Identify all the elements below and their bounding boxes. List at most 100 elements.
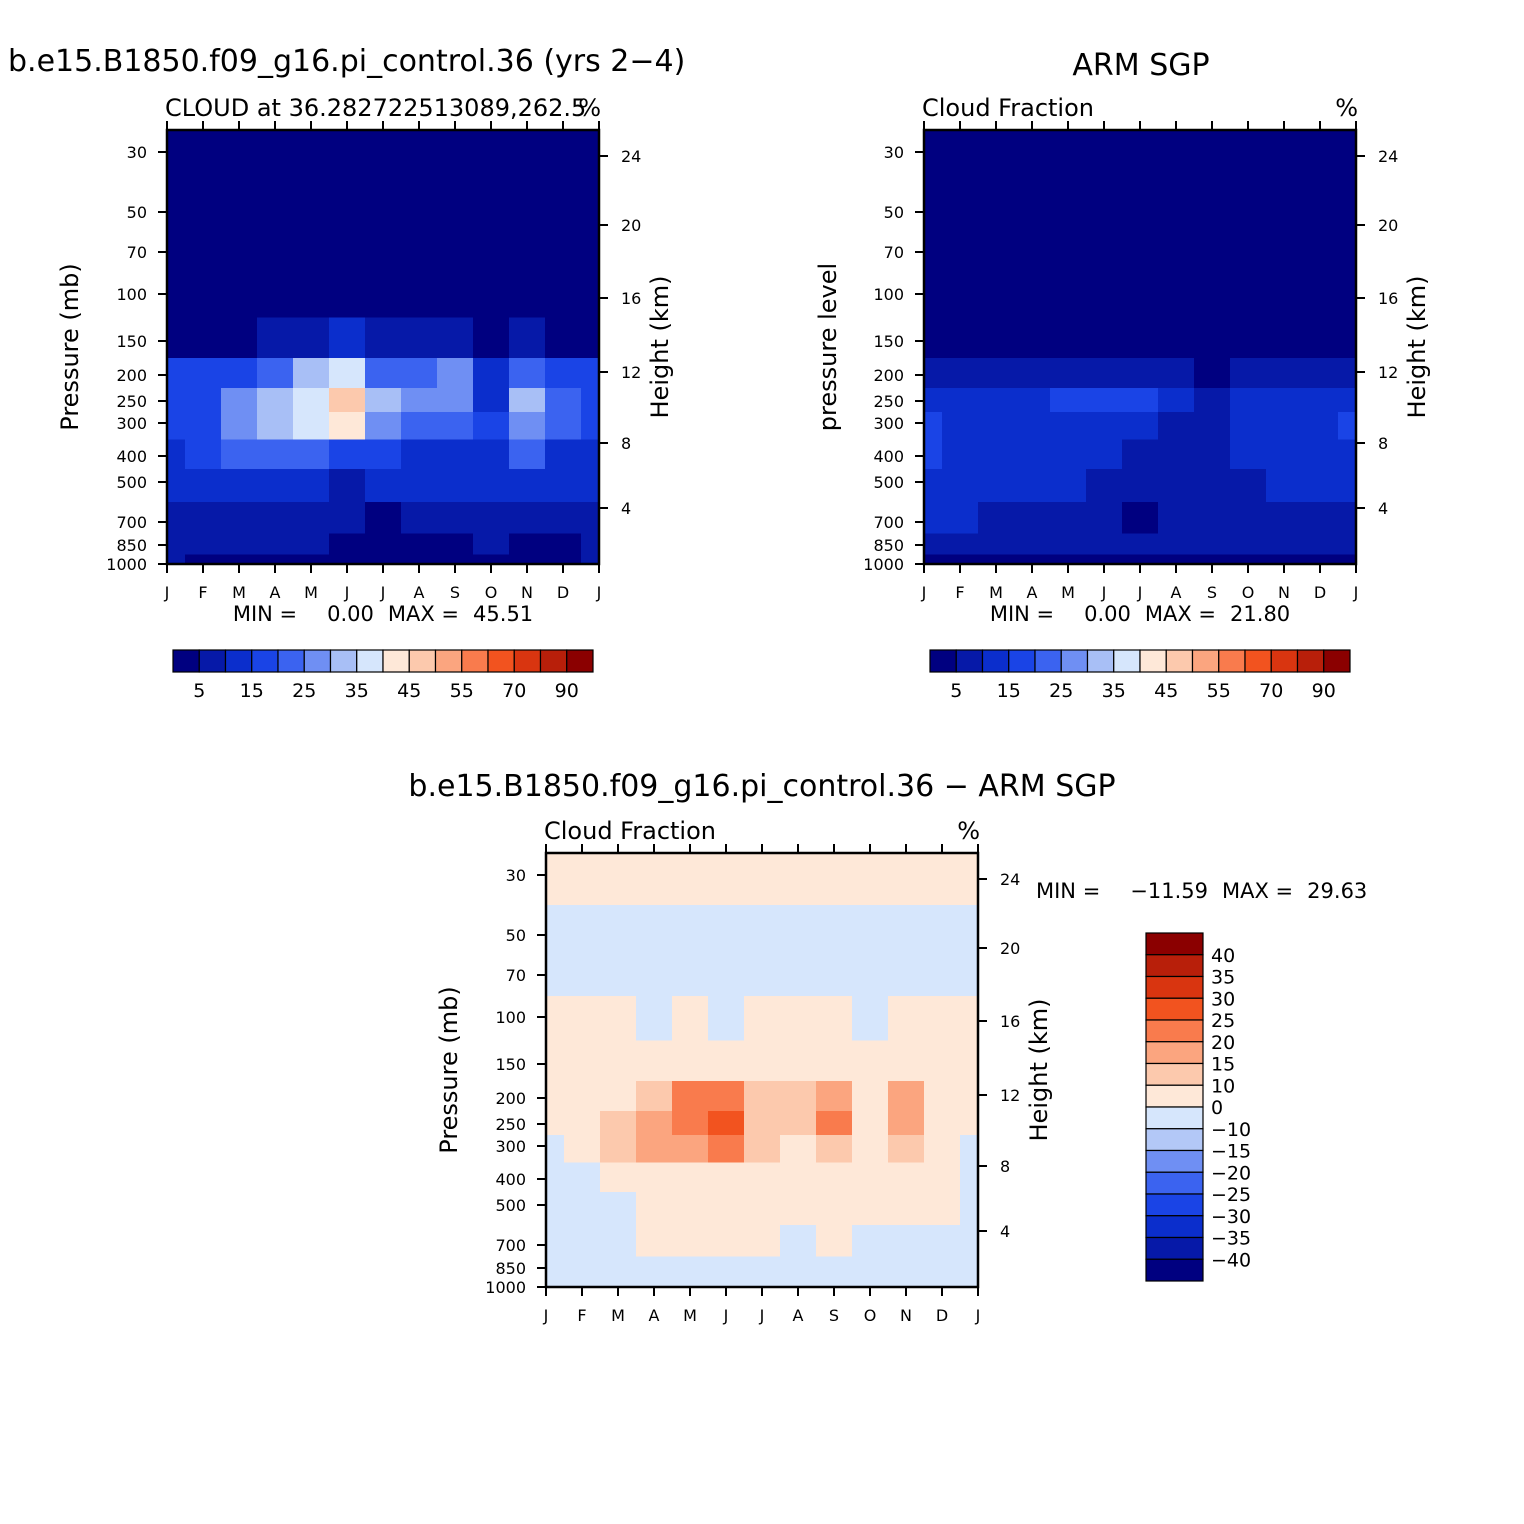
heatmap-cell (564, 905, 601, 956)
heatmap-cell (888, 1192, 925, 1226)
y-tick-label: 150 (873, 332, 904, 351)
heatmap-cell (401, 358, 438, 389)
heatmap-cell (581, 412, 600, 441)
heatmap-cell (185, 554, 222, 565)
heatmap-cell (546, 1162, 565, 1193)
heatmap-cell (600, 1040, 637, 1082)
heatmap-cell (1230, 439, 1267, 470)
colorbar-box (539, 649, 568, 673)
heatmap-cell (167, 232, 186, 274)
heatmap-cell (401, 273, 438, 319)
heatmap-cell (1266, 388, 1303, 413)
y-tick-label: 500 (873, 473, 904, 492)
heatmap-cell (708, 1111, 745, 1136)
heatmap-cell (401, 130, 438, 183)
y-tick-label: 250 (495, 1115, 526, 1134)
heatmap-cell (437, 232, 474, 274)
heatmap-cell (780, 905, 817, 956)
x-tick-label: M (683, 1306, 697, 1325)
heatmap-cell (401, 554, 438, 565)
heatmap-cell (581, 273, 600, 319)
heatmap-cell (437, 317, 474, 359)
y-right-tick-label: 8 (621, 434, 631, 453)
heatmap-cell (437, 130, 474, 183)
heatmap-cell (545, 358, 582, 389)
heatmap-cell (167, 130, 186, 183)
heatmap-cell (1302, 358, 1339, 389)
heatmap-cell (852, 1135, 889, 1164)
colorbar-box (1145, 1149, 1204, 1173)
colorbar-box (1145, 1128, 1204, 1152)
y-right-tick-label: 4 (621, 499, 631, 518)
heatmap-cell (1230, 130, 1267, 183)
heatmap-cell (1158, 533, 1195, 556)
heatmap-cell (257, 502, 294, 535)
heatmap-cell (365, 388, 402, 413)
heatmap-cell (960, 1040, 979, 1082)
heatmap-cell (942, 130, 979, 183)
heatmap-cell (546, 955, 565, 997)
heatmap-cell (816, 853, 853, 906)
heatmap-cell (1158, 388, 1195, 413)
heatmap-cell (564, 955, 601, 997)
heatmap-cell (978, 317, 1015, 359)
colorbar-box (1218, 649, 1246, 673)
heatmap-cell (564, 996, 601, 1042)
heatmap-cell (708, 1277, 745, 1288)
heatmap-cell (942, 533, 979, 556)
heatmap-cell (437, 182, 474, 233)
heatmap-cell (185, 273, 222, 319)
heatmap-cell (960, 1081, 979, 1112)
heatmap-cell (545, 388, 582, 413)
colorbar-label: −30 (1211, 1206, 1251, 1228)
heatmap-cell (1194, 554, 1231, 565)
colorbar-box (1145, 1019, 1204, 1043)
heatmap-cell (600, 1277, 637, 1288)
heatmap-cell (708, 1192, 745, 1226)
heatmap-cell (942, 388, 979, 413)
y-axis-label-right: Height (km) (1025, 999, 1053, 1142)
heatmap-cell (401, 439, 438, 470)
heatmap-cell (221, 439, 258, 470)
heatmap-cell (167, 439, 186, 470)
heatmap-cell (924, 469, 943, 503)
colorbar-label: −20 (1211, 1162, 1251, 1184)
heatmap-cell (1086, 469, 1123, 503)
heatmap-cell (1338, 273, 1357, 319)
heatmap-cell (185, 502, 222, 535)
x-tick-label: A (1027, 583, 1038, 602)
colorbar-box (198, 649, 227, 673)
heatmap-cell (1230, 469, 1267, 503)
heatmap-cell (672, 1135, 709, 1164)
heatmap-cell (221, 502, 258, 535)
heatmap-cell (816, 905, 853, 956)
heatmap-cell (1050, 554, 1087, 565)
colorbar-box (1145, 975, 1204, 999)
heatmap-cell (1266, 412, 1303, 441)
heatmap-cell (1266, 358, 1303, 389)
heatmap-cell (546, 1111, 565, 1136)
heatmap-cell (816, 1111, 853, 1136)
heatmap-cell (942, 232, 979, 274)
stat-min: −11.59 (1130, 879, 1208, 903)
heatmap-cell (978, 412, 1015, 441)
heatmap-cell (744, 1040, 781, 1082)
heatmap-cell (1302, 130, 1339, 183)
heatmap-cell (1050, 130, 1087, 183)
y-tick-label: 150 (495, 1055, 526, 1074)
heatmap-cell (1338, 182, 1357, 233)
heatmap-cell (546, 1192, 565, 1226)
y-right-tick-label: 16 (1378, 289, 1398, 308)
heatmap-cell (1122, 273, 1159, 319)
heatmap-cell (221, 412, 258, 441)
heatmap-cell (672, 1081, 709, 1112)
y-right-tick-label: 8 (1000, 1157, 1010, 1176)
heatmap-cell (1050, 533, 1087, 556)
heatmap-cell (1122, 388, 1159, 413)
heatmap-cell (509, 358, 546, 389)
heatmap-cell (365, 554, 402, 565)
heatmap-cell (852, 1225, 889, 1258)
y-axis-label-right: Height (km) (1403, 276, 1431, 419)
colorbar: 5 15 25 35 45 55 70 90 (172, 649, 594, 702)
